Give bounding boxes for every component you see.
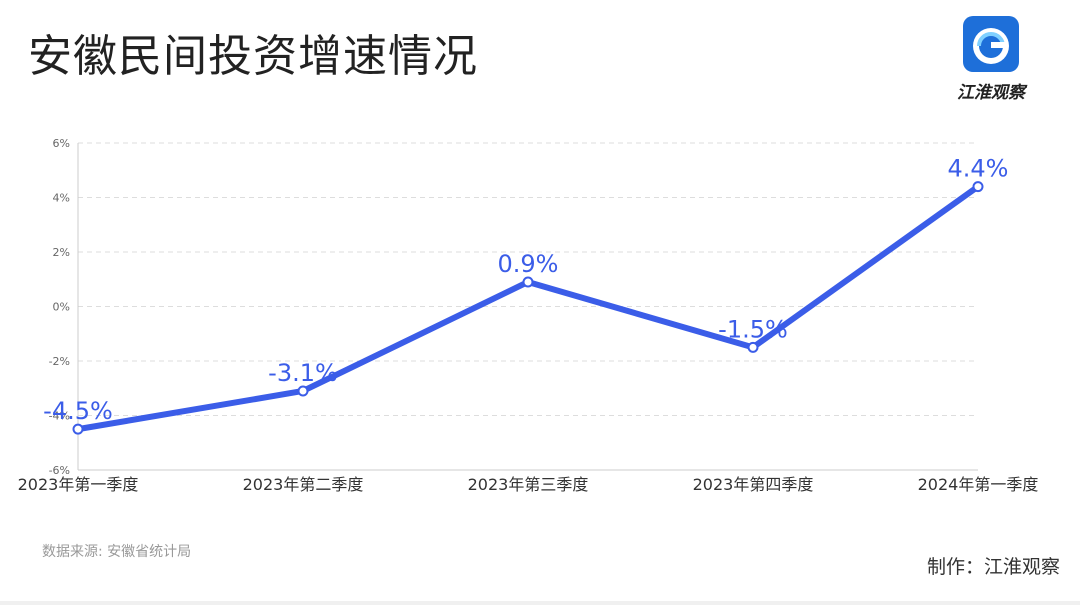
y-tick-label: -2% bbox=[49, 355, 70, 368]
data-label: -1.5% bbox=[718, 315, 788, 343]
y-tick-label: 0% bbox=[53, 301, 70, 314]
data-source: 数据来源: 安徽省统计局 bbox=[42, 544, 192, 560]
x-tick-label: 2023年第三季度 bbox=[468, 475, 589, 494]
data-point bbox=[522, 276, 534, 288]
y-tick-label: -4% bbox=[49, 410, 70, 423]
y-tick-label: 2% bbox=[53, 246, 70, 259]
line-chart: 6%4%2%0%-2%-4%-6% 2023年第一季度 2023年第二季度 2023… bbox=[18, 137, 1039, 494]
data-label: -4.5% bbox=[43, 397, 113, 425]
data-point bbox=[72, 423, 84, 435]
data-label: 4.4% bbox=[948, 155, 1009, 183]
y-axis: 6% 4% 2% 0% -2% -4% -6% bbox=[49, 137, 79, 477]
x-axis: 2023年第一季度 2023年第二季度 2023年第三季度 2023年第四季度 2024… bbox=[18, 469, 1039, 494]
series-line bbox=[75, 183, 981, 433]
data-point bbox=[297, 385, 309, 397]
jianghuai-logo-icon bbox=[963, 16, 1019, 72]
data-labels: -4.5% -3.1% 0.9% -1.5% 4.4% bbox=[43, 155, 1008, 426]
data-point bbox=[972, 181, 984, 193]
x-tick-label: 2023年第一季度 bbox=[18, 475, 139, 494]
logo-graphic bbox=[973, 28, 1009, 64]
series bbox=[72, 181, 984, 435]
y-tick-label: 6% bbox=[53, 137, 70, 150]
credit-text: 制作：江淮观察 bbox=[926, 556, 1060, 578]
y-tick-label: 4% bbox=[53, 192, 70, 205]
x-tick-label: 2023年第四季度 bbox=[693, 475, 814, 494]
page-title: 安徽民间投资增速情况 bbox=[28, 31, 478, 82]
data-label: -3.1% bbox=[268, 359, 338, 387]
x-tick-label: 2023年第二季度 bbox=[243, 475, 364, 494]
data-label: 0.9% bbox=[498, 250, 559, 278]
logo-text: 江淮观察 bbox=[957, 83, 1025, 103]
x-tick-label: 2024年第一季度 bbox=[918, 475, 1039, 494]
grid-lines bbox=[78, 142, 978, 471]
y-tick-label: -6% bbox=[49, 464, 70, 477]
data-point bbox=[747, 341, 759, 353]
footer-divider bbox=[0, 601, 1080, 605]
